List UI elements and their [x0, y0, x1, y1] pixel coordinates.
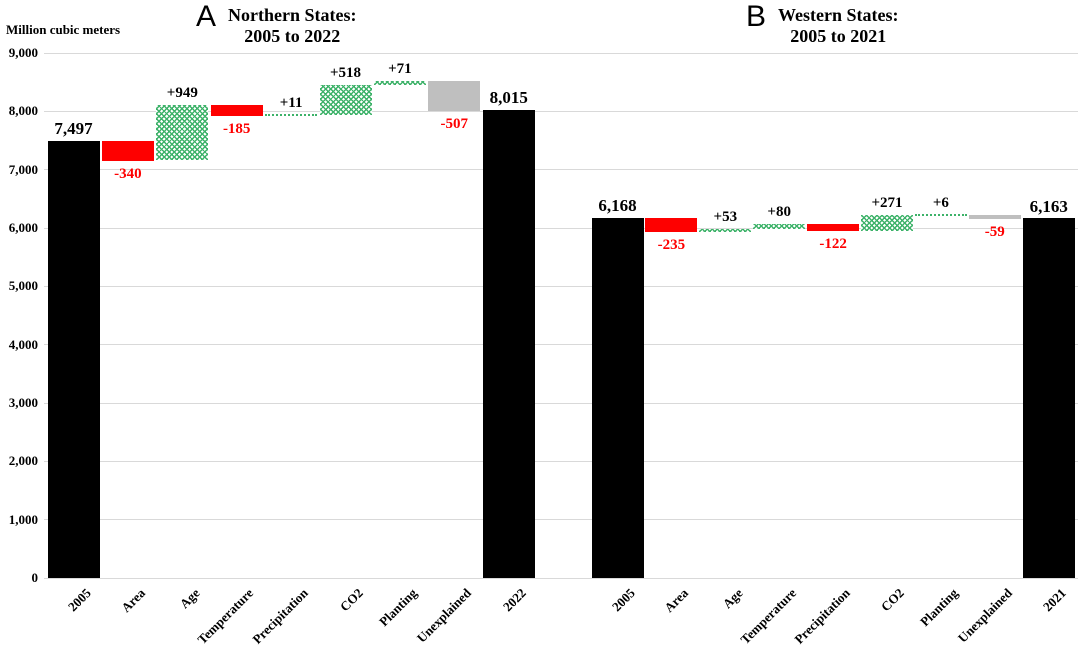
- x-label-b-planting: Planting: [916, 585, 961, 630]
- value-label-a-age: +949: [166, 85, 198, 102]
- x-label-a-planting: Planting: [375, 585, 420, 630]
- value-label-a-temperature: -185: [222, 120, 251, 137]
- bar-a-2005: [47, 140, 100, 578]
- x-label-a-2022: 2022: [499, 585, 529, 615]
- x-label-b-temperature: Temperature: [737, 585, 800, 647]
- value-label-b-age: +53: [713, 208, 738, 225]
- panel-a-header: A Northern States: 2005 to 2022: [196, 2, 357, 47]
- panel-a-title-line1: Northern States:: [228, 5, 357, 25]
- value-label-a-precipitation: +11: [279, 95, 303, 112]
- value-label-b-precipitation: -122: [819, 236, 847, 253]
- bar-b-unexplained: [968, 215, 1021, 219]
- panel-a-title-line2: 2005 to 2022: [244, 26, 341, 46]
- x-label-a-unexplained: Unexplained: [414, 585, 475, 646]
- panel-b-header: B Western States: 2005 to 2021: [746, 2, 899, 47]
- bar-a-co2: [319, 85, 372, 116]
- y-tick-label-0: 0: [31, 570, 39, 585]
- panel-b-title: Western States: 2005 to 2021: [778, 5, 898, 47]
- bar-b-co2: [861, 215, 913, 232]
- x-label-a-precipitation: Precipitation: [249, 585, 312, 647]
- bar-b-temperature: [753, 224, 806, 229]
- value-label-b-planting: +6: [932, 195, 949, 212]
- value-label-a-2005: 7,497: [54, 118, 93, 138]
- x-label-b-precipitation: Precipitation: [791, 585, 854, 647]
- value-label-a-area: -340: [114, 165, 142, 182]
- y-tick-label-5000: 5,000: [8, 278, 38, 294]
- value-label-b-2005: 6,168: [598, 196, 637, 216]
- bar-b-area: [645, 218, 698, 232]
- bar-b-precipitation: [807, 224, 860, 232]
- panel-b-title-line1: Western States:: [778, 5, 899, 25]
- x-label-b-unexplained: Unexplained: [954, 585, 1015, 646]
- gridline-2000: [44, 460, 1078, 462]
- y-tick-label-7000: 7,000: [8, 161, 38, 177]
- bar-b-planting: [914, 214, 967, 217]
- x-label-b-2021: 2021: [1039, 585, 1069, 615]
- x-label-b-age: Age: [719, 585, 746, 612]
- value-label-a-unexplained: -507: [440, 115, 469, 132]
- bar-b-2005: [591, 218, 644, 578]
- bar-a-unexplained: [428, 80, 481, 111]
- value-label-b-temperature: +80: [767, 204, 791, 221]
- x-label-a-2005: 2005: [64, 585, 94, 615]
- y-tick-label-9000: 9,000: [8, 45, 38, 60]
- gridline-9000: [44, 52, 1078, 54]
- x-label-b-area: Area: [661, 585, 692, 616]
- y-tick-label-6000: 6,000: [8, 220, 38, 235]
- bar-a-precipitation: [265, 114, 318, 117]
- y-tick-label-4000: 4,000: [8, 336, 38, 352]
- panel-a-title: Northern States: 2005 to 2022: [228, 5, 356, 47]
- value-label-a-planting: +71: [388, 60, 412, 77]
- value-label-a-2022: 8,015: [489, 88, 528, 108]
- x-label-b-2005: 2005: [608, 585, 638, 615]
- bar-b-2021: [1022, 218, 1075, 578]
- gridline-3000: [44, 402, 1078, 404]
- bar-a-2022: [482, 110, 535, 578]
- gridline-4000: [44, 344, 1078, 346]
- y-tick-label-3000: 3,000: [8, 395, 38, 410]
- gridline-8000: [44, 110, 1078, 112]
- x-label-a-age: Age: [176, 585, 203, 612]
- gridline-6000: [44, 227, 1078, 229]
- value-label-a-co2: +518: [329, 65, 362, 82]
- gridline-0: [44, 577, 1078, 579]
- value-label-b-area: -235: [657, 236, 686, 253]
- y-axis-unit-label: Million cubic meters: [6, 22, 121, 37]
- gridline-7000: [44, 169, 1078, 171]
- x-label-a-co2: CO2: [336, 585, 366, 615]
- bar-a-planting: [373, 80, 426, 86]
- bar-a-area: [101, 140, 154, 161]
- gridline-5000: [44, 285, 1078, 287]
- bar-a-temperature: [210, 105, 263, 116]
- value-label-b-co2: +271: [871, 195, 903, 212]
- bar-a-age: [156, 105, 209, 161]
- bar-b-age: [699, 228, 752, 232]
- panel-a-letter: A: [196, 0, 217, 33]
- y-tick-label-2000: 2,000: [8, 453, 38, 469]
- gridline-1000: [44, 519, 1078, 521]
- panel-b-title-line2: 2005 to 2021: [790, 26, 887, 46]
- y-tick-label-1000: 1,000: [8, 511, 38, 527]
- y-tick-label-8000: 8,000: [8, 103, 38, 119]
- value-label-b-2021: 6,163: [1029, 196, 1068, 216]
- value-label-b-unexplained: -59: [984, 223, 1005, 240]
- x-label-b-co2: CO2: [877, 585, 907, 615]
- x-label-a-area: Area: [117, 585, 148, 616]
- panel-b-letter: B: [746, 0, 767, 33]
- x-label-a-temperature: Temperature: [194, 585, 257, 647]
